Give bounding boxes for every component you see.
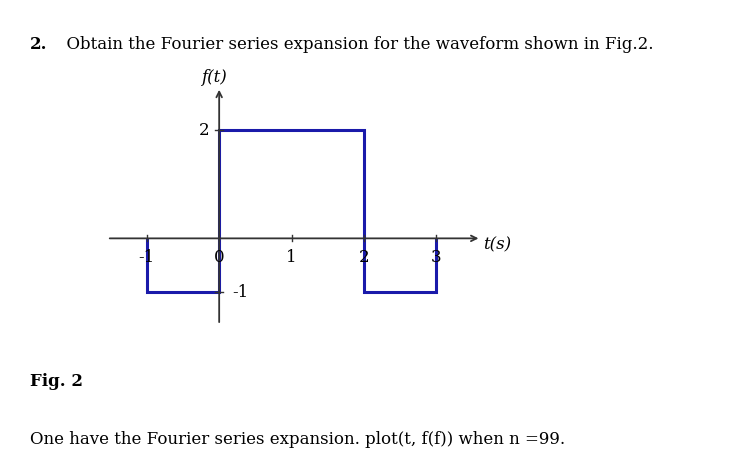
Text: 1: 1 <box>286 249 297 266</box>
Text: f(t): f(t) <box>201 69 227 86</box>
Text: 3: 3 <box>431 249 442 266</box>
Text: -1: -1 <box>232 284 249 301</box>
Text: 2: 2 <box>199 122 210 139</box>
Text: -1: -1 <box>139 249 155 266</box>
Text: One have the Fourier series expansion. plot(t, f(f)) when n =99.: One have the Fourier series expansion. p… <box>30 431 565 448</box>
Text: 2.: 2. <box>30 36 47 53</box>
Text: Fig. 2: Fig. 2 <box>30 373 83 390</box>
Text: Obtain the Fourier series expansion for the waveform shown in Fig.2.: Obtain the Fourier series expansion for … <box>56 36 653 53</box>
Text: 0: 0 <box>214 249 224 266</box>
Text: 2: 2 <box>359 249 369 266</box>
Text: t(s): t(s) <box>483 236 511 253</box>
